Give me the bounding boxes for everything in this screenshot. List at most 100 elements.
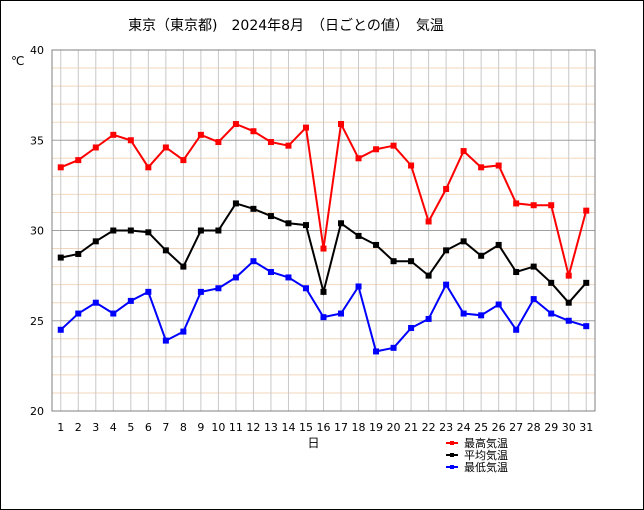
- data-point: [92, 144, 99, 151]
- data-point: [425, 218, 432, 225]
- data-point: [443, 281, 450, 288]
- data-point: [215, 285, 222, 292]
- x-tick-label: 12: [246, 421, 260, 434]
- data-point: [495, 162, 502, 169]
- x-tick-label: 23: [439, 421, 453, 434]
- data-point: [408, 162, 415, 169]
- data-point: [57, 254, 64, 261]
- data-point: [320, 288, 327, 295]
- data-point: [530, 296, 537, 303]
- data-point: [548, 279, 555, 286]
- x-tick-label: 17: [334, 421, 348, 434]
- data-point: [215, 227, 222, 234]
- data-point: [285, 142, 292, 149]
- data-point: [548, 310, 555, 317]
- x-tick-label: 28: [527, 421, 541, 434]
- x-tick-label: 7: [162, 421, 169, 434]
- data-point: [460, 148, 467, 155]
- data-point: [443, 185, 450, 192]
- x-tick-label: 2: [75, 421, 82, 434]
- data-point: [215, 139, 222, 146]
- data-point: [267, 139, 274, 146]
- legend-marker: [450, 453, 454, 457]
- x-tick-label: 1: [57, 421, 64, 434]
- data-point: [127, 137, 134, 144]
- x-tick-label: 3: [92, 421, 99, 434]
- x-tick-label: 24: [457, 421, 471, 434]
- data-point: [232, 121, 239, 128]
- data-point: [478, 164, 485, 171]
- data-point: [162, 144, 169, 151]
- x-tick-label: 10: [211, 421, 225, 434]
- data-point: [302, 285, 309, 292]
- data-point: [373, 241, 380, 248]
- data-point: [57, 326, 64, 333]
- legend-label: 最低気温: [464, 460, 508, 474]
- data-point: [495, 301, 502, 308]
- data-point: [390, 344, 397, 351]
- x-axis-label: 日: [307, 436, 319, 450]
- data-point: [390, 142, 397, 149]
- data-point: [495, 241, 502, 248]
- data-point: [110, 131, 117, 138]
- data-point: [338, 310, 345, 317]
- data-point: [338, 121, 345, 128]
- x-tick-label: 21: [404, 421, 418, 434]
- plot-area-border: [51, 49, 596, 412]
- data-point: [460, 238, 467, 245]
- legend-label: 平均気温: [464, 448, 508, 462]
- x-tick-label: 4: [110, 421, 117, 434]
- x-tick-label: 18: [352, 421, 366, 434]
- data-point: [548, 202, 555, 209]
- y-axis-label: ℃: [11, 54, 24, 68]
- legend-marker: [450, 441, 454, 445]
- data-point: [513, 326, 520, 333]
- data-point: [425, 315, 432, 322]
- data-point: [110, 310, 117, 317]
- data-point: [373, 146, 380, 153]
- x-tick-label: 30: [562, 421, 576, 434]
- data-point: [267, 269, 274, 276]
- data-point: [355, 283, 362, 290]
- x-tick-label: 20: [387, 421, 401, 434]
- x-tick-label: 5: [127, 421, 134, 434]
- data-point: [57, 164, 64, 171]
- data-point: [373, 348, 380, 355]
- data-point: [530, 202, 537, 209]
- data-point: [145, 164, 152, 171]
- data-point: [443, 247, 450, 254]
- data-point: [145, 288, 152, 295]
- chart-title: 東京（東京都) 2024年8月 （日ごとの値） 気温: [128, 18, 444, 34]
- data-point: [75, 157, 82, 164]
- x-tick-label: 15: [299, 421, 313, 434]
- legend-label: 最高気温: [464, 436, 508, 450]
- data-point: [250, 258, 257, 265]
- x-tick-label: 31: [579, 421, 593, 434]
- data-point: [162, 247, 169, 254]
- data-point: [583, 323, 590, 330]
- x-tick-label: 22: [422, 421, 436, 434]
- data-point: [302, 124, 309, 131]
- data-point: [267, 213, 274, 220]
- data-point: [197, 131, 204, 138]
- data-point: [425, 272, 432, 279]
- data-point: [285, 220, 292, 227]
- data-point: [320, 245, 327, 252]
- data-point: [232, 200, 239, 207]
- data-point: [460, 310, 467, 317]
- data-point: [478, 252, 485, 259]
- x-tick-label: 25: [474, 421, 488, 434]
- data-point: [285, 274, 292, 281]
- data-point: [355, 155, 362, 162]
- x-tick-label: 13: [264, 421, 278, 434]
- data-point: [408, 324, 415, 331]
- data-point: [250, 205, 257, 212]
- data-point: [583, 207, 590, 214]
- x-tick-label: 8: [180, 421, 187, 434]
- data-point: [513, 200, 520, 207]
- data-point: [513, 269, 520, 276]
- y-tick-label: 35: [30, 134, 44, 147]
- data-point: [197, 288, 204, 295]
- data-point: [320, 314, 327, 321]
